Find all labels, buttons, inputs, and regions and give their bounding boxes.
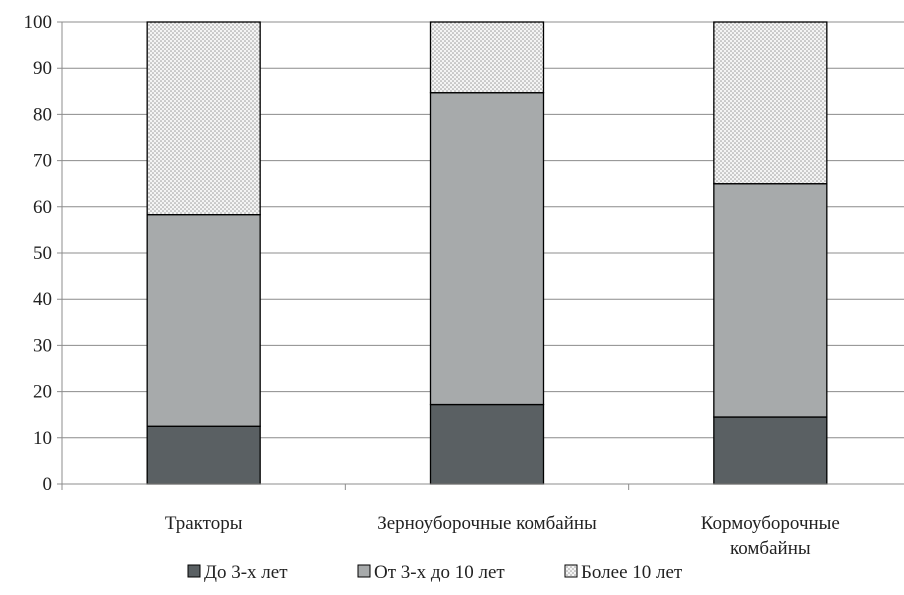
bar-segment-3-2 <box>713 183 828 418</box>
bar-segment-1-1 <box>146 425 261 485</box>
legend-label-3: Более 10 лет <box>581 562 683 583</box>
legend: До 3-х лет От 3-х до 10 лет Более 10 лет <box>187 562 683 583</box>
y-tick-label-60: 60 <box>33 197 52 218</box>
bar-segment-2-3 <box>429 21 545 94</box>
legend-swatch-1 <box>187 564 201 578</box>
category-label-1: Тракторы <box>165 513 243 534</box>
bar-segment-3-1 <box>713 416 828 485</box>
category-label-3-line-1: Кормоуборочные <box>701 513 840 534</box>
y-tick-label-70: 70 <box>33 151 52 172</box>
y-tick-label-20: 20 <box>33 382 52 403</box>
category-labels: Тракторы Зерноуборочные комбайны Кормоубор… <box>165 513 840 559</box>
y-tick-label-50: 50 <box>33 243 52 264</box>
bars <box>146 21 828 485</box>
bar-segment-1-2 <box>146 214 261 427</box>
y-tick-label-30: 30 <box>33 335 52 356</box>
y-tick-label-90: 90 <box>33 58 52 79</box>
bar-segment-3-3 <box>713 21 828 185</box>
y-tick-label-80: 80 <box>33 104 52 125</box>
bar-segment-1-3 <box>146 21 261 216</box>
category-label-3-line-2: комбайны <box>730 538 811 559</box>
legend-label-2: От 3-х до 10 лет <box>374 562 505 583</box>
y-tick-label-0: 0 <box>43 474 53 495</box>
axes <box>61 22 904 490</box>
y-tick-label-40: 40 <box>33 289 52 310</box>
bar-segment-2-2 <box>429 92 545 406</box>
y-tick-labels: 0 10 20 30 40 50 60 70 80 90 100 <box>24 12 53 495</box>
legend-swatch-2 <box>357 564 371 578</box>
legend-label-1: До 3-х лет <box>204 562 288 583</box>
bar-segment-2-1 <box>429 403 545 485</box>
category-label-2: Зерноуборочные комбайны <box>377 513 597 534</box>
legend-swatch-3 <box>564 564 578 578</box>
y-tick-label-100: 100 <box>24 12 53 33</box>
y-tick-label-10: 10 <box>33 428 52 449</box>
